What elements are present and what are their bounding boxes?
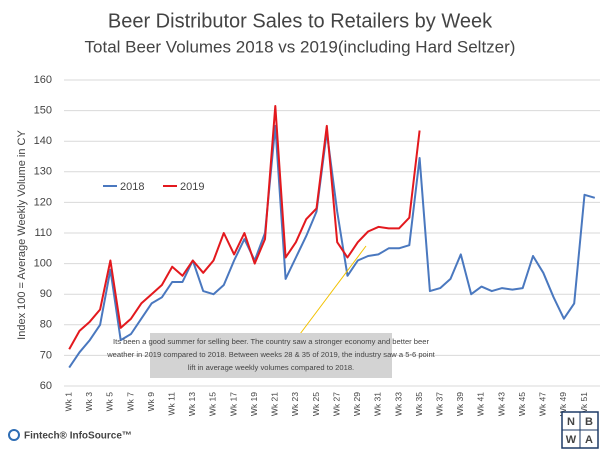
x-tick-label: Wk 33 <box>393 392 403 416</box>
x-tick-label: Wk 35 <box>414 392 424 416</box>
y-axis-label: Index 100 = Average Weekly Volume in CY <box>16 130 28 340</box>
y-tick-label: 160 <box>34 74 52 86</box>
x-tick-label: Wk 9 <box>146 392 156 412</box>
annotation-line: weather in 2019 compared to 2018. Betwee… <box>106 350 435 359</box>
y-tick-label: 140 <box>34 135 52 147</box>
annotation: Its been a good summer for selling beer.… <box>106 337 435 372</box>
logo-letter: N <box>567 416 575 428</box>
x-tick-label: Wk 27 <box>331 392 341 416</box>
series-line <box>68 105 421 350</box>
y-tick-label: 60 <box>40 380 52 392</box>
logo-letter: B <box>585 416 593 428</box>
y-tick-label: 150 <box>34 105 52 117</box>
x-tick-label: Wk 49 <box>558 392 568 416</box>
x-tick-label: Wk 47 <box>538 392 548 416</box>
chart-title: Beer Distributor Sales to Retailers by W… <box>108 10 493 32</box>
y-tick-label: 80 <box>40 319 52 331</box>
annotation-line: Its been a good summer for selling beer.… <box>113 337 429 346</box>
x-tick-label: Wk 13 <box>187 392 197 416</box>
x-tick-label: Wk 21 <box>270 392 280 416</box>
x-tick-label: Wk 1 <box>63 392 73 412</box>
source: Fintech® InfoSource™ <box>24 431 132 442</box>
x-tick-label: Wk 37 <box>434 392 444 416</box>
x-tick-label: Wk 15 <box>208 392 218 416</box>
plot: 60 70 80 90 100 110 120 130 140 150 160 Wk 1 Wk 3 Wk … <box>34 74 600 416</box>
source-icon <box>8 429 20 441</box>
chart-subtitle: Total Beer Volumes 2018 vs 2019(includin… <box>85 37 516 56</box>
x-tick-label: Wk 45 <box>517 392 527 416</box>
annotation-box <box>150 333 392 378</box>
x-tick-label: Wk 5 <box>105 392 115 412</box>
x-tick-label: Wk 39 <box>455 392 465 416</box>
y-tick-label: 110 <box>34 227 52 239</box>
legend-label: 2018 <box>120 181 144 193</box>
logo-letter: A <box>585 434 593 446</box>
logo: N B W A <box>561 411 599 449</box>
y-tick-label: 130 <box>34 166 52 178</box>
logo-letter: W <box>566 434 577 446</box>
x-tick-label: Wk 43 <box>496 392 506 416</box>
x-tick-label: Wk 41 <box>476 392 486 416</box>
x-tick-label: Wk 3 <box>84 392 94 412</box>
y-tick-label: 90 <box>40 288 52 300</box>
x-tick-label: Wk 31 <box>373 392 383 416</box>
annotation-arrow <box>299 245 367 335</box>
x-tick-label: Wk 25 <box>311 392 321 416</box>
x-tick-label: Wk 29 <box>352 392 362 416</box>
y-tick-label: 120 <box>34 196 52 208</box>
annotation-line: lift in average weekly volumes compared … <box>188 363 354 372</box>
x-tick-label: Wk 51 <box>579 392 589 416</box>
x-tick-label: Wk 11 <box>166 392 176 416</box>
x-tick-label: Wk 19 <box>249 392 259 416</box>
series-line <box>68 124 596 369</box>
x-tick-label: Wk 7 <box>125 392 135 412</box>
x-tick-label: Wk 17 <box>228 392 238 416</box>
y-tick-label: 100 <box>34 258 52 270</box>
y-tick-label: 70 <box>40 349 52 361</box>
legend: 2018 2019 <box>103 181 204 193</box>
x-tick-label: Wk 23 <box>290 392 300 416</box>
legend-label: 2019 <box>180 181 204 193</box>
